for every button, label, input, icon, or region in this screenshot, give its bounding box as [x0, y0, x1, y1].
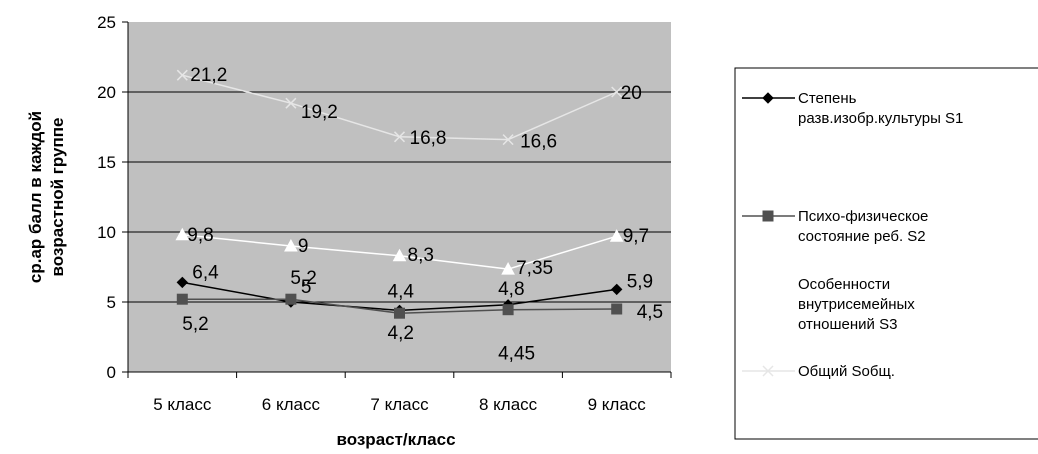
x-tick-label: 5 класс: [153, 395, 212, 414]
legend-marker: [762, 365, 774, 377]
data-label: 16,8: [410, 128, 447, 149]
data-label: 4,45: [498, 344, 535, 365]
y-tick-label: 20: [97, 83, 116, 102]
data-label: 7,35: [516, 258, 553, 279]
x-tick-label: 8 класс: [479, 395, 538, 414]
data-label: 4,4: [388, 281, 415, 302]
y-tick-label: 5: [107, 293, 116, 312]
data-point-marker: [176, 69, 188, 81]
x-axis-ticks: 5 класс 6 класс 7 класс 8 класс 9 класс: [127, 372, 672, 414]
data-point-marker: [502, 134, 514, 146]
y-tick-label: 0: [107, 363, 116, 382]
x-tick-label: 6 класс: [262, 395, 321, 414]
data-label: 5,9: [627, 271, 653, 292]
y-tick-label: 15: [97, 153, 116, 172]
legend-marker: [762, 92, 774, 104]
data-point-marker: [393, 131, 406, 143]
y-tick-label: 25: [97, 13, 116, 32]
gridlines: [128, 91, 671, 303]
marker-stroke: [393, 131, 406, 143]
data-point-marker: [611, 303, 623, 315]
data-label: 19,2: [301, 102, 338, 123]
x-tick-label: 7 класс: [370, 395, 429, 414]
marker-stroke: [502, 134, 514, 146]
legend-label: Особенности: [798, 276, 890, 293]
data-label: 8,3: [408, 245, 434, 266]
legend-marker: [762, 210, 774, 222]
data-point-marker: [285, 293, 297, 305]
y-tick-label: 10: [97, 223, 116, 242]
data-point-marker: [176, 293, 188, 305]
data-point-marker: [609, 229, 624, 242]
series-group: [175, 69, 624, 319]
data-label: 9: [298, 236, 309, 257]
legend-label: Психо-физическое: [798, 208, 928, 225]
data-label: 5: [301, 277, 312, 298]
data-point-marker: [175, 227, 190, 241]
legend-label: состояние реб. S2: [798, 228, 926, 245]
data-label: 4,8: [498, 279, 524, 300]
marker-stroke: [611, 86, 623, 98]
data-point-marker: [394, 307, 405, 319]
legend: Степень разв.изобр.культуры S1 Психо-физич…: [742, 90, 963, 380]
y-axis-title-line-1: ср.ар балл в каждой: [26, 111, 45, 283]
data-labels: 6,4 5 4,4 4,8 5,9 5,2 5,2 4,2 4,45 4,5 9,8 9 8,3 7,35…: [182, 65, 663, 365]
data-label: 6,4: [192, 262, 219, 283]
data-point-marker: [501, 262, 515, 275]
legend-label: отношений S3: [798, 316, 897, 333]
legend-label: Общий Sобщ.: [798, 363, 895, 380]
data-label: 5,2: [290, 268, 316, 289]
legend-label: Степень: [798, 90, 857, 107]
data-label: 16,6: [520, 132, 557, 153]
data-label: 4,2: [388, 323, 414, 344]
x-tick-label: 9 класс: [588, 395, 647, 414]
legend-box: [734, 67, 1038, 440]
data-label: 9,7: [623, 226, 649, 247]
data-label: 4,5: [637, 302, 663, 323]
legend-label: внутрисемейных: [798, 296, 915, 313]
data-point-marker: [285, 97, 297, 109]
x-axis-title: возраст/класс: [336, 430, 455, 449]
y-axis-ticks: 0 5 10 15 20 25: [97, 13, 128, 382]
data-point-marker: [610, 283, 623, 296]
legend-label: разв.изобр.культуры S1: [798, 110, 963, 127]
marker-stroke: [285, 97, 297, 109]
data-point-marker: [284, 238, 298, 252]
data-label: 5,2: [182, 314, 208, 335]
y-axis-title-line-2: возрастной группе: [48, 118, 67, 277]
data-point-marker: [392, 248, 407, 262]
legend-marker: [761, 276, 775, 290]
data-point-marker: [502, 304, 514, 316]
data-label: 21,2: [190, 65, 227, 86]
data-point-marker: [611, 86, 623, 98]
data-label: 9,8: [187, 225, 213, 246]
data-point-marker: [176, 276, 189, 289]
data-label: 20: [621, 83, 642, 104]
marker-stroke: [762, 365, 774, 377]
marker-stroke: [176, 69, 188, 81]
